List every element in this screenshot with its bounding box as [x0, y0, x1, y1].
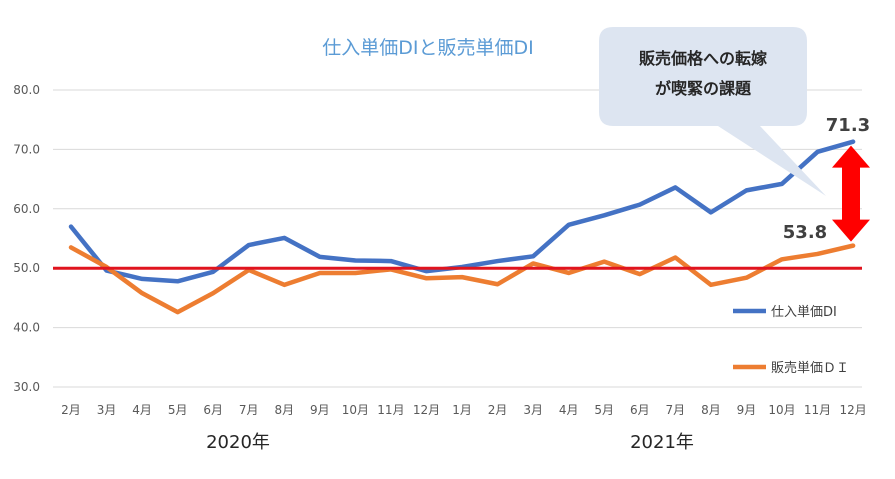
x-tick-label: 8月: [274, 403, 294, 417]
x-tick-label: 10月: [342, 403, 369, 417]
data-point: [710, 284, 712, 286]
data-label-purchase: 71.3: [826, 115, 870, 136]
x-tick-label: 4月: [559, 403, 579, 417]
data-label-sales: 53.8: [783, 222, 827, 243]
y-axis-ticks: 30.0 40.0 50.0 60.0 70.0 80.0: [13, 83, 40, 394]
data-point: [532, 255, 534, 257]
data-point: [639, 273, 641, 275]
year-labels: 2020年 2021年: [206, 432, 694, 453]
x-tick-label: 4月: [132, 403, 152, 417]
data-point: [248, 269, 250, 271]
x-tick-label: 5月: [168, 403, 188, 417]
series-lines: [68, 139, 856, 315]
data-labels: 71.3 53.8: [783, 115, 870, 243]
x-tick-label: 11月: [804, 403, 831, 417]
data-point: [141, 292, 143, 294]
year-label: 2020年: [206, 432, 270, 453]
x-tick-label: 3月: [97, 403, 117, 417]
x-tick-label: 8月: [701, 403, 721, 417]
x-tick-label: 9月: [310, 403, 330, 417]
gap-arrow: [832, 145, 870, 242]
data-point: [212, 292, 214, 294]
y-tick-label: 60.0: [13, 202, 40, 216]
data-point: [745, 277, 747, 279]
data-point: [319, 256, 321, 258]
x-tick-label: 7月: [666, 403, 686, 417]
data-point: [283, 237, 285, 239]
data-point: [674, 186, 676, 188]
x-tick-label: 9月: [737, 403, 757, 417]
data-point: [248, 244, 250, 246]
callout-text: 販売価格への転嫁: [639, 49, 767, 68]
data-point: [426, 270, 427, 272]
data-point: [106, 270, 108, 272]
x-tick-label: 11月: [377, 403, 404, 417]
data-point: [603, 214, 605, 216]
data-point: [70, 226, 72, 228]
data-point: [532, 262, 534, 264]
legend-label: 仕入単価DI: [771, 304, 837, 320]
x-tick-label: 5月: [594, 403, 614, 417]
data-point: [852, 245, 854, 247]
data-point: [497, 260, 499, 262]
data-point: [852, 141, 854, 143]
data-point: [639, 204, 641, 206]
x-tick-label: 10月: [768, 403, 795, 417]
data-point: [354, 259, 356, 261]
data-point: [177, 311, 179, 313]
x-tick-label: 12月: [839, 403, 866, 417]
y-tick-label: 40.0: [13, 321, 40, 335]
y-tick-label: 30.0: [13, 380, 40, 394]
y-tick-label: 50.0: [13, 261, 40, 275]
data-point: [354, 272, 356, 274]
data-point: [283, 284, 285, 286]
data-point: [141, 278, 143, 280]
data-point: [497, 283, 499, 285]
data-point: [212, 271, 214, 273]
y-tick-label: 70.0: [13, 142, 40, 156]
callout-shape: [599, 27, 826, 196]
x-tick-label: 12月: [413, 403, 440, 417]
data-point: [674, 257, 676, 259]
data-point: [817, 253, 819, 255]
data-point: [390, 260, 392, 262]
legend: 仕入単価DI 販売単価ＤＩ: [733, 304, 849, 376]
y-tick-label: 80.0: [13, 83, 40, 97]
data-point: [781, 183, 783, 185]
x-axis-ticks: 2月 3月 4月 5月 6月 7月 8月 9月 10月 11月 12月 1月 2月 3月 4月 5月 6月 7月 8…: [61, 403, 867, 417]
year-label: 2021年: [630, 432, 694, 453]
double-arrow-shape: [832, 145, 870, 242]
chart-title: 仕入単価DIと販売単価DI: [322, 37, 533, 59]
data-point: [603, 261, 605, 263]
data-point: [710, 211, 712, 213]
x-tick-label: 6月: [630, 403, 650, 417]
data-point: [817, 151, 819, 153]
x-tick-label: 6月: [203, 403, 223, 417]
data-point: [568, 272, 570, 274]
data-point: [461, 276, 463, 278]
legend-label: 販売単価ＤＩ: [771, 360, 849, 376]
series-line-0: [68, 139, 856, 284]
data-point: [426, 277, 427, 279]
data-point: [177, 280, 179, 282]
x-tick-label: 3月: [523, 403, 543, 417]
x-tick-label: 7月: [239, 403, 259, 417]
data-point: [781, 258, 783, 260]
data-point: [70, 246, 72, 248]
callout-text: が喫緊の課題: [655, 79, 752, 98]
data-point: [568, 224, 570, 226]
x-tick-label: 2月: [488, 403, 508, 417]
data-point: [319, 272, 321, 274]
data-point: [745, 189, 747, 191]
x-tick-label: 2月: [61, 403, 81, 417]
x-tick-label: 1月: [452, 403, 472, 417]
